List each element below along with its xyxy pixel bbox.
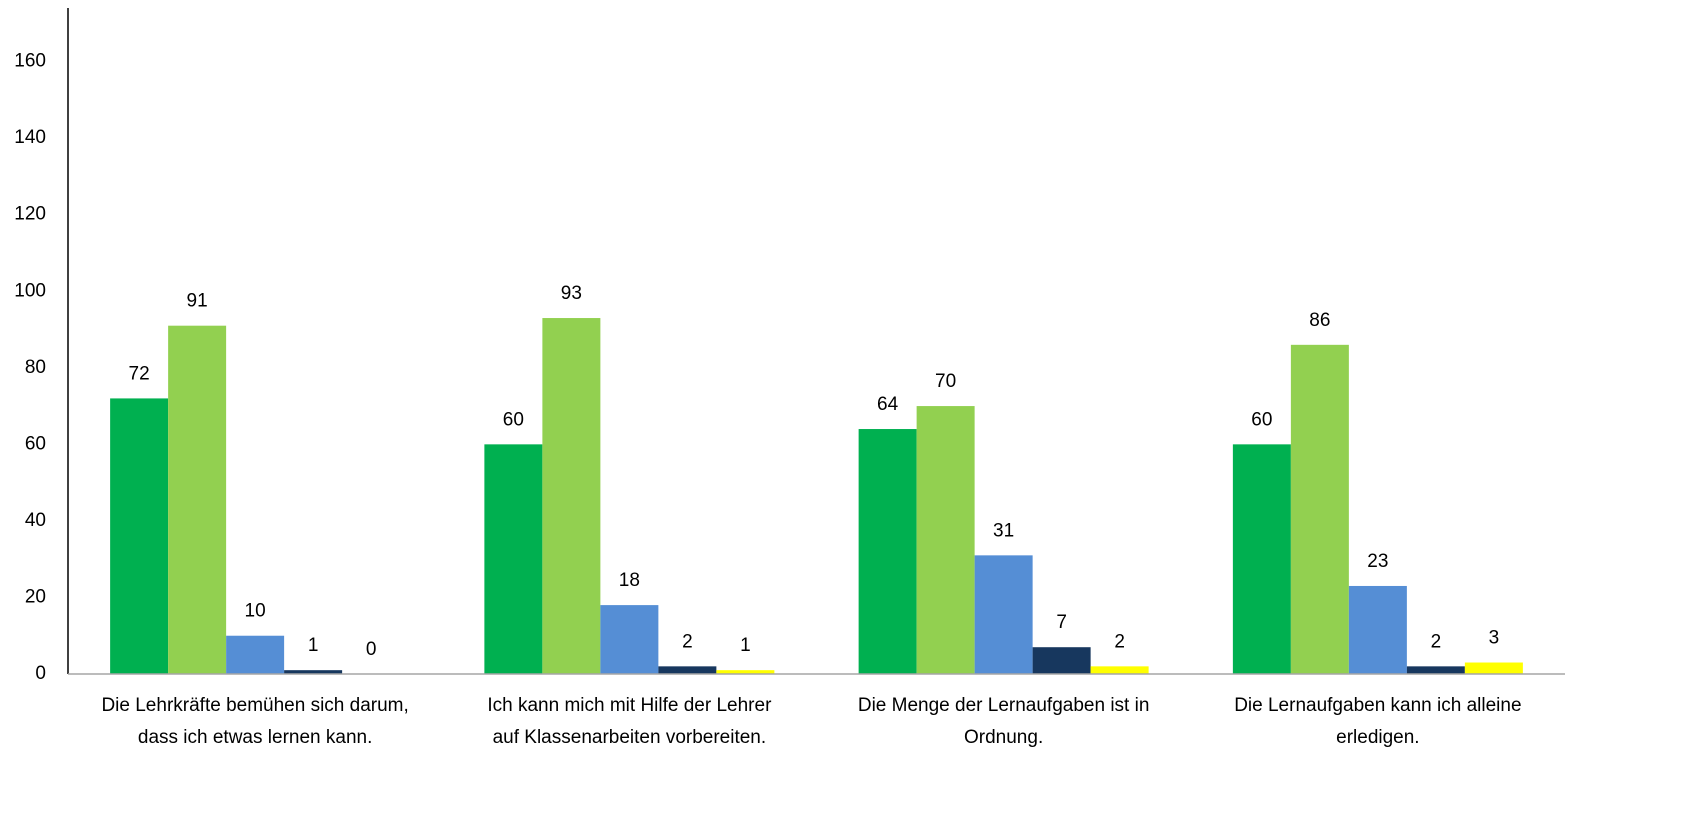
data-label: 2 xyxy=(1114,631,1125,652)
bar xyxy=(1406,666,1465,674)
x-tick-label: Ordnung. xyxy=(964,727,1043,748)
bar xyxy=(1090,666,1149,674)
bar xyxy=(600,605,659,674)
data-label: 2 xyxy=(682,631,693,652)
bar xyxy=(168,325,227,674)
bar xyxy=(658,666,717,674)
data-label: 72 xyxy=(129,363,150,384)
data-label: 23 xyxy=(1367,551,1388,572)
data-label: 0 xyxy=(366,639,377,660)
data-label: 91 xyxy=(187,291,208,312)
y-tick-label: 60 xyxy=(25,433,46,454)
x-tick-label: Die Lernaufgaben kann ich alleine xyxy=(1234,695,1521,716)
x-tick-label: dass ich etwas lernen kann. xyxy=(138,727,372,748)
x-tick-label: auf Klassenarbeiten vorbereiten. xyxy=(493,727,767,748)
bar xyxy=(1232,444,1291,674)
data-label: 31 xyxy=(993,520,1014,541)
bar xyxy=(974,555,1033,674)
data-label: 60 xyxy=(1251,409,1272,430)
bar xyxy=(542,318,601,674)
data-label: 70 xyxy=(935,371,956,392)
y-tick-label: 120 xyxy=(14,204,46,225)
bar xyxy=(1290,344,1349,674)
data-label: 64 xyxy=(877,394,899,415)
bar xyxy=(1348,585,1407,674)
y-tick-label: 140 xyxy=(14,127,46,148)
data-label: 18 xyxy=(619,570,640,591)
bar xyxy=(226,635,285,674)
x-tick-label: Ich kann mich mit Hilfe der Lehrer xyxy=(487,695,772,716)
y-tick-label: 80 xyxy=(25,357,46,378)
bar xyxy=(284,670,343,674)
data-label: 1 xyxy=(308,635,319,656)
y-tick-label: 100 xyxy=(14,280,46,301)
data-label: 7 xyxy=(1056,612,1067,633)
y-tick-label: 0 xyxy=(35,663,46,684)
y-tick-label: 40 xyxy=(25,510,46,531)
data-label: 93 xyxy=(561,283,582,304)
x-tick-label: Die Lehrkräfte bemühen sich darum, xyxy=(101,695,408,716)
x-tick-label: erledigen. xyxy=(1336,727,1419,748)
data-label: 86 xyxy=(1309,310,1330,331)
bar xyxy=(716,670,775,674)
data-label: 2 xyxy=(1431,631,1442,652)
data-label: 60 xyxy=(503,409,524,430)
y-tick-label: 160 xyxy=(14,51,46,72)
x-tick-label: Die Menge der Lernaufgaben ist in xyxy=(858,695,1150,716)
data-label: 3 xyxy=(1489,628,1500,649)
bar xyxy=(110,398,169,674)
bar xyxy=(916,406,975,674)
bar xyxy=(858,429,917,674)
bar xyxy=(1032,647,1091,674)
y-tick-label: 20 xyxy=(25,586,46,607)
data-label: 1 xyxy=(740,635,751,656)
bar xyxy=(1464,662,1523,674)
bar xyxy=(484,444,543,674)
data-label: 10 xyxy=(245,601,266,622)
